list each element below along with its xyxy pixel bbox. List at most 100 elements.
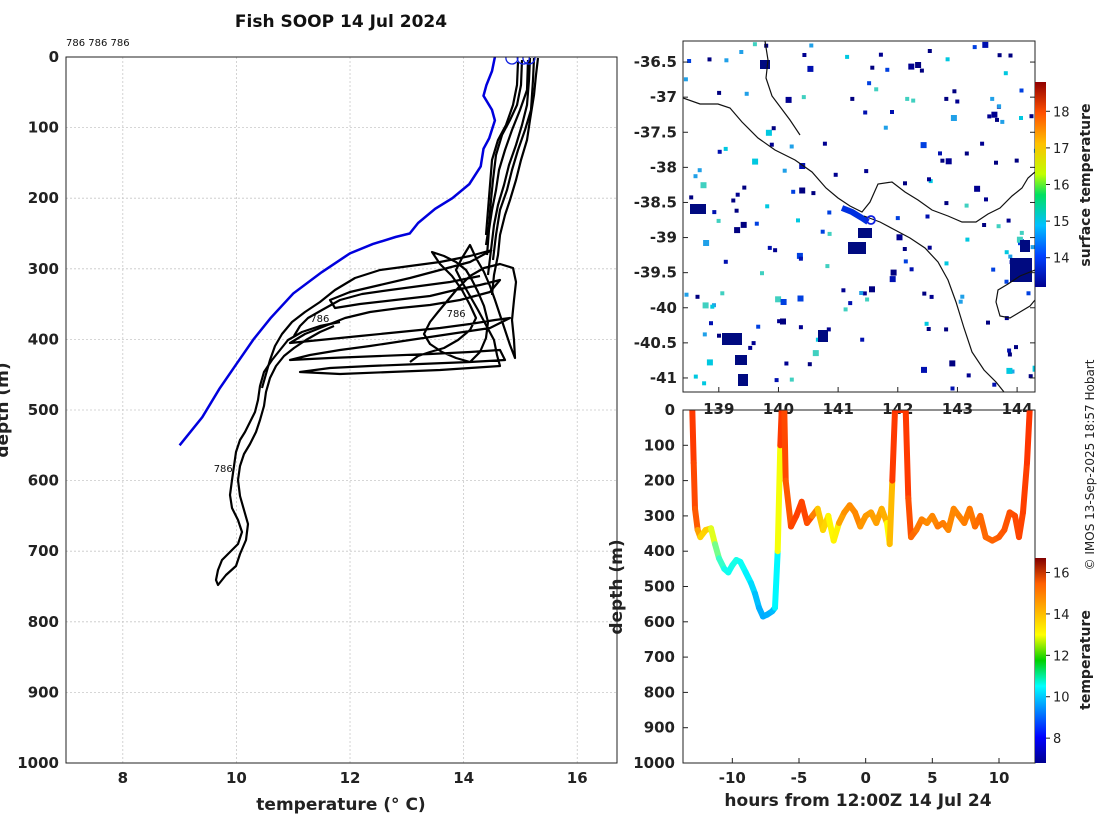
sst-pixel — [992, 382, 997, 387]
ship-track-sst — [840, 205, 870, 225]
sst-pixel — [684, 292, 689, 297]
sst-pixel — [863, 110, 868, 115]
sst-pixel — [720, 291, 725, 296]
sst-pixel — [695, 294, 700, 299]
sst-pixel — [717, 149, 722, 154]
depth-track-segment — [1024, 410, 1033, 466]
sst-pixel — [1019, 230, 1024, 235]
climatology-profile — [178, 57, 497, 447]
sst-pixel — [710, 304, 715, 309]
sst-pixel — [1032, 365, 1035, 372]
profile-y-label: depth (m) — [0, 362, 13, 457]
sst-pixel — [740, 221, 747, 228]
sst-pixel — [867, 81, 872, 86]
sst-pixel — [689, 195, 694, 200]
sst-colorbar-label: surface temperature — [1078, 103, 1094, 266]
depth-track-segment — [1016, 509, 1026, 541]
sst-pixel — [964, 203, 969, 208]
depth-time-y-tick: 100 — [644, 436, 675, 454]
map-y-tick: -41 — [650, 369, 677, 387]
sst-pixel — [870, 65, 875, 70]
sst-pixel — [850, 96, 855, 101]
profile-y-tick: 800 — [28, 613, 59, 631]
sst-cluster — [760, 60, 770, 69]
sst-pixel — [929, 294, 934, 299]
temperature-colorbar-tick: 16 — [1053, 566, 1070, 581]
sst-pixel — [1014, 345, 1018, 350]
sst-cluster — [848, 242, 866, 254]
sst-pixel — [717, 90, 722, 95]
sst-pixel — [683, 77, 688, 82]
profile-y-tick: 900 — [28, 683, 59, 701]
profile-frame — [65, 56, 618, 764]
surface-marker — [505, 57, 519, 65]
sst-pixel — [833, 172, 838, 177]
depth-time-frame — [682, 409, 1036, 764]
profile-y-tick: 700 — [28, 542, 59, 560]
sst-pixel — [1033, 148, 1035, 153]
sst-pixel — [885, 67, 890, 72]
sst-pixel — [920, 142, 927, 149]
sst-colorbar-tick: 15 — [1053, 215, 1070, 230]
sst-pixels — [683, 41, 1035, 391]
depth-time-y-tick: 700 — [644, 648, 675, 666]
sst-pixel — [827, 231, 832, 236]
sst-pixel — [791, 189, 796, 194]
sst-pixel — [826, 327, 831, 332]
sst-pixel — [1006, 218, 1011, 223]
sst-pixel — [908, 63, 915, 70]
sst-pixel — [848, 301, 853, 306]
sst-pixel — [811, 191, 816, 196]
surface-marker — [522, 57, 536, 65]
profile-x-tick: 8 — [118, 769, 128, 787]
map-y-tick: -38 — [650, 158, 677, 176]
sst-pixel — [845, 54, 850, 59]
temperature-profile-panel: 786 786 786 8 10 12 14 16 0 100 200 300 400 500 600 70… — [0, 48, 618, 815]
sst-pixel — [911, 98, 916, 103]
map-x-tick: 139 — [703, 400, 734, 418]
sst-pixel — [883, 125, 888, 130]
sst-pixel — [780, 299, 787, 305]
depth-track-segment — [774, 442, 784, 555]
sst-pixel — [706, 359, 713, 366]
sst-pixel — [769, 142, 774, 147]
sst-pixel — [1014, 158, 1019, 163]
sst-pixel — [780, 318, 786, 325]
sst-pixel — [767, 245, 772, 250]
thermocline-tangle — [288, 243, 518, 376]
sst-pixel — [982, 223, 987, 227]
sst-pixel — [702, 332, 707, 337]
surface-markers — [505, 57, 536, 65]
sst-pixel — [801, 95, 806, 100]
figure-title: Fish SOOP 14 Jul 2024 — [235, 12, 447, 32]
sst-pixel — [1010, 369, 1015, 374]
sst-cluster — [818, 330, 828, 342]
sst-pixel — [922, 291, 927, 296]
sst-colorbar-tick: 18 — [1053, 105, 1070, 120]
coastline-mainland — [683, 97, 1035, 223]
sst-pixel — [775, 296, 782, 303]
sst-pixel — [925, 214, 930, 219]
profile-id-annotation: 786 — [447, 309, 466, 320]
sst-cluster — [858, 228, 872, 238]
profile-y-tick: 600 — [28, 472, 59, 490]
sst-pixel — [1029, 114, 1034, 119]
sst-pixel — [723, 259, 728, 264]
depth-track-segment — [905, 495, 914, 541]
sst-pixel — [765, 129, 772, 136]
coastline-south — [863, 215, 1005, 392]
profile-x-tick: 16 — [567, 769, 588, 787]
depth-track-segment — [902, 410, 912, 502]
sst-pixel — [964, 151, 969, 156]
mid-profile-2 — [293, 274, 481, 337]
depth-time-panel: -10 -5 0 5 100100200300400500600700800900100… — [607, 401, 1094, 811]
map-y-tick: -40.5 — [634, 334, 677, 352]
temperature-colorbar-label: temperature — [1078, 610, 1094, 710]
sst-pixel — [1030, 245, 1035, 250]
map-y-tick: -37.5 — [634, 123, 677, 141]
depth-time-x-tick: -10 — [719, 769, 746, 787]
profile-line-5 — [484, 59, 524, 246]
sst-pixel — [693, 374, 698, 379]
sst-pixel — [862, 291, 867, 296]
sst-pixel — [974, 185, 981, 192]
